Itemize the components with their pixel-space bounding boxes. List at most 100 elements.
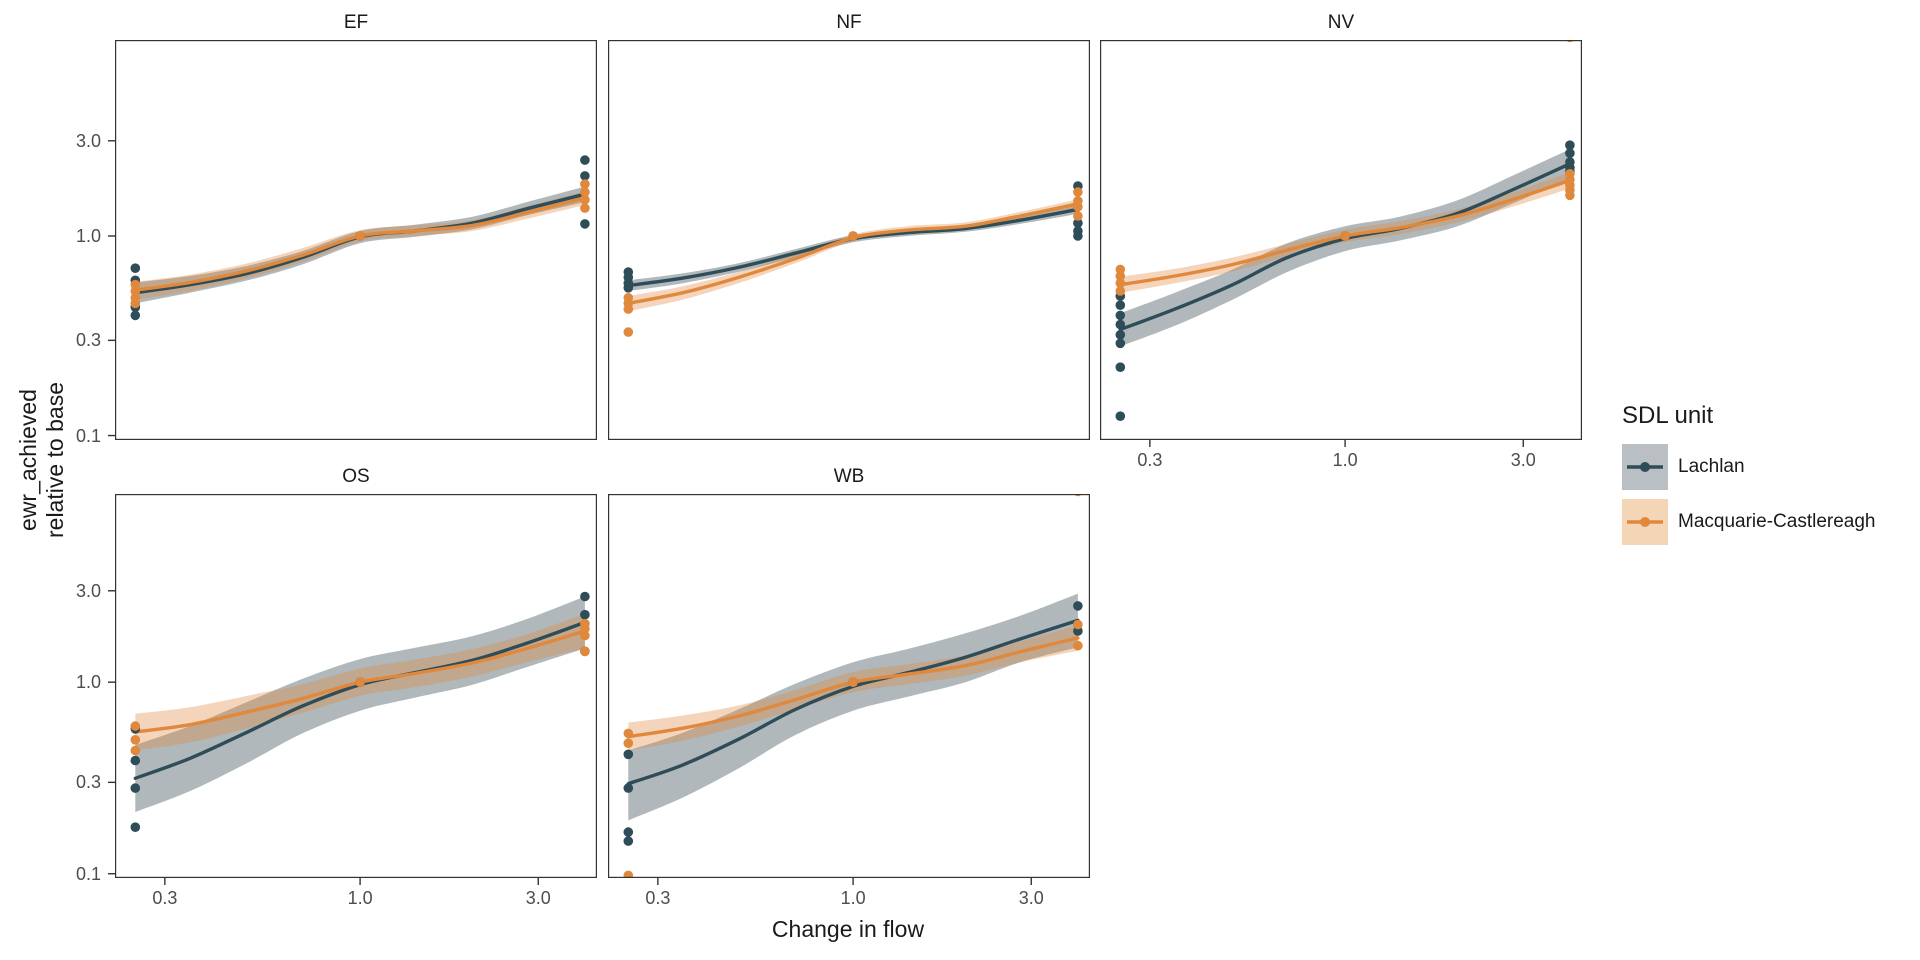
y-tick-label: 0.3 bbox=[75, 772, 101, 793]
panel-border-WB bbox=[608, 494, 1090, 878]
smooth-line-NF-Macquarie-Castlereagh bbox=[626, 202, 1080, 305]
y-tick-label: 0.1 bbox=[75, 425, 101, 446]
data-point-NV-Lachlan bbox=[1115, 411, 1126, 422]
facet-panel-WB bbox=[608, 494, 1090, 885]
y-tick-label: 1.0 bbox=[75, 672, 101, 693]
data-point-NV-Macquarie-Castlereagh bbox=[1115, 264, 1126, 275]
facet-panel-EF bbox=[108, 40, 597, 440]
data-point-OS-Macquarie-Castlereagh bbox=[130, 745, 141, 756]
data-point-EF-Macquarie-Castlereagh bbox=[130, 286, 141, 296]
legend-key-macquarie-castlereagh bbox=[1622, 499, 1668, 545]
legend-label-lachlan: Lachlan bbox=[1678, 456, 1745, 477]
facet-title-EF: EF bbox=[343, 12, 369, 33]
data-point-WB-Macquarie-Castlereagh bbox=[1073, 619, 1083, 630]
x-tick-label: 1.0 bbox=[347, 888, 373, 908]
x-tick-label: 3.0 bbox=[1018, 888, 1044, 908]
panel-border-OS bbox=[115, 494, 597, 878]
data-point-OS-Macquarie-Castlereagh bbox=[580, 646, 590, 657]
facet-title-NV: NV bbox=[1327, 12, 1355, 33]
panel-border-NF bbox=[608, 40, 1090, 440]
x-tick-label: 1.0 bbox=[1332, 450, 1358, 470]
data-point-NV-Lachlan bbox=[1565, 140, 1575, 150]
y-tick-label: 0.3 bbox=[75, 330, 101, 351]
legend-item-lachlan: Lachlan bbox=[1622, 444, 1876, 490]
facet-title-NF: NF bbox=[836, 12, 862, 33]
panel-border-EF bbox=[115, 40, 597, 440]
data-point-OS-Macquarie-Castlereagh bbox=[580, 630, 590, 641]
data-point-WB-Macquarie-Castlereagh bbox=[1073, 640, 1083, 651]
facet-title-WB: WB bbox=[833, 466, 865, 487]
data-point-WB-Lachlan bbox=[623, 783, 634, 793]
data-point-OS-Lachlan bbox=[130, 755, 141, 766]
data-point-NV-Lachlan bbox=[1115, 330, 1126, 340]
data-point-EF-Macquarie-Castlereagh bbox=[355, 231, 365, 241]
data-point-OS-Macquarie-Castlereagh bbox=[130, 721, 141, 731]
x-tick-label: 0.3 bbox=[152, 888, 178, 908]
data-point-NF-Lachlan bbox=[623, 283, 634, 293]
data-point-WB-Macquarie-Castlereagh bbox=[623, 728, 634, 739]
data-point-WB-Macquarie-Castlereagh bbox=[623, 738, 634, 748]
data-point-NF-Macquarie-Castlereagh bbox=[1073, 187, 1083, 197]
ribbon-NV-Lachlan bbox=[1120, 149, 1570, 347]
data-point-NV-Macquarie-Castlereagh bbox=[1115, 278, 1126, 288]
data-point-NF-Macquarie-Castlereagh bbox=[1073, 202, 1083, 212]
data-point-NV-Lachlan bbox=[1115, 310, 1126, 321]
data-point-NF-Macquarie-Castlereagh bbox=[1073, 211, 1083, 221]
data-point-EF-Macquarie-Castlereagh bbox=[580, 179, 590, 189]
data-point-EF-Lachlan bbox=[130, 310, 141, 321]
data-point-NV-Lachlan bbox=[1565, 148, 1575, 158]
data-point-EF-Macquarie-Castlereagh bbox=[580, 187, 590, 197]
ribbon-NF-Macquarie-Castlereagh bbox=[628, 199, 1078, 312]
facet-title-OS: OS bbox=[342, 466, 370, 487]
data-point-NV-Lachlan bbox=[1115, 362, 1126, 373]
data-point-NV-Macquarie-Castlereagh bbox=[1115, 286, 1126, 296]
data-point-NV-Lachlan bbox=[1115, 338, 1126, 349]
y-tick-label: 3.0 bbox=[75, 580, 101, 601]
data-point-OS-Macquarie-Castlereagh bbox=[355, 677, 365, 687]
data-point-OS-Lachlan bbox=[130, 783, 141, 793]
lachlan-key-icon bbox=[1622, 444, 1668, 490]
legend-label-macquarie-castlereagh: Macquarie-Castlereagh bbox=[1678, 511, 1876, 532]
ribbon-WB-Lachlan bbox=[628, 593, 1078, 821]
data-point-WB-Lachlan bbox=[623, 836, 634, 846]
x-tick-label: 3.0 bbox=[1510, 450, 1536, 470]
x-tick-label: 1.0 bbox=[840, 888, 866, 908]
data-point-OS-Lachlan bbox=[580, 591, 590, 602]
data-point-EF-Macquarie-Castlereagh bbox=[580, 203, 590, 213]
facet-panel-OS bbox=[108, 494, 597, 885]
facet-panel-NF bbox=[608, 40, 1090, 440]
panel-border-NV bbox=[1100, 40, 1582, 440]
data-point-OS-Macquarie-Castlereagh bbox=[580, 624, 590, 634]
x-axis-title: Change in flow bbox=[771, 916, 925, 942]
data-point-EF-Lachlan bbox=[580, 171, 590, 181]
data-point-EF-Macquarie-Castlereagh bbox=[580, 194, 590, 205]
data-point-EF-Lachlan bbox=[580, 155, 590, 165]
data-point-NV-Lachlan bbox=[1115, 319, 1126, 330]
y-tick-label: 3.0 bbox=[75, 130, 101, 151]
data-point-NF-Macquarie-Castlereagh bbox=[848, 231, 858, 241]
legend-title: SDL unit bbox=[1622, 402, 1714, 429]
y-tick-label: 0.1 bbox=[75, 863, 101, 884]
macquarie-castlereagh-key-icon bbox=[1622, 499, 1668, 545]
data-point-EF-Lachlan bbox=[580, 219, 590, 229]
data-point-WB-Lachlan bbox=[1073, 601, 1083, 611]
data-point-EF-Macquarie-Castlereagh bbox=[130, 298, 141, 309]
data-point-WB-Lachlan bbox=[623, 827, 634, 837]
x-tick-label: 0.3 bbox=[1137, 450, 1163, 470]
legend-key-lachlan bbox=[1622, 444, 1668, 490]
legend: SDL unit Lachlan Macquarie-Castlereagh bbox=[1622, 402, 1876, 554]
ribbon-OS-Lachlan bbox=[135, 596, 585, 812]
data-point-WB-Macquarie-Castlereagh bbox=[623, 870, 634, 878]
data-point-EF-Lachlan bbox=[130, 263, 141, 273]
data-point-NF-Macquarie-Castlereagh bbox=[623, 304, 634, 314]
x-tick-label: 3.0 bbox=[525, 888, 551, 908]
data-point-OS-Lachlan bbox=[580, 609, 590, 620]
data-point-NV-Macquarie-Castlereagh bbox=[1340, 231, 1350, 241]
y-tick-label: 1.0 bbox=[75, 226, 101, 246]
data-point-OS-Macquarie-Castlereagh bbox=[130, 735, 141, 745]
data-point-NV-Lachlan bbox=[1115, 300, 1126, 311]
data-point-NF-Lachlan bbox=[1073, 231, 1083, 241]
data-point-WB-Macquarie-Castlereagh bbox=[848, 677, 858, 687]
data-point-NV-Macquarie-Castlereagh bbox=[1565, 190, 1575, 201]
